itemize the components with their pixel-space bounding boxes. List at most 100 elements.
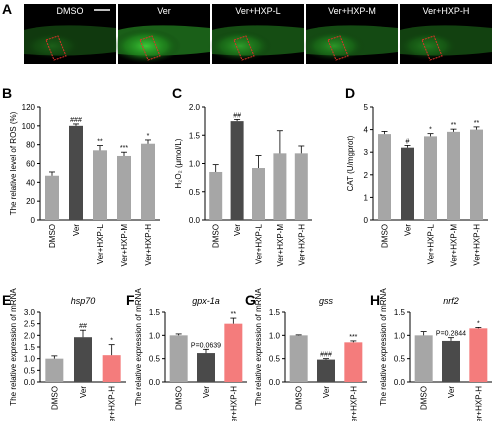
- y-tick-label: 0.5: [269, 355, 281, 364]
- y-tick-label: 1.5: [394, 308, 406, 317]
- chart-c: C 0.0 0.5 1.0 1.5 2.0 H₂O₂ (μmol/L) DMSO ## Ver Ve…: [172, 85, 312, 266]
- y-axis-label: The relative expression of mRNA: [9, 288, 18, 406]
- bar: [45, 175, 59, 220]
- x-tick-label: Ver: [447, 386, 456, 398]
- panel-a-images: A DMSO Ver Ver+HXP-L Ver+HXP-M Ver+HXP-H: [2, 1, 492, 64]
- x-tick-label: Ver+HXP-M: [120, 224, 129, 267]
- bar: [442, 340, 460, 382]
- significance-label: **: [231, 311, 237, 318]
- significance-label: P=0.2844: [436, 331, 466, 338]
- x-tick-label: Ver+HXP-L: [255, 223, 264, 264]
- y-axis-label: The relative level of ROS (%): [9, 111, 18, 215]
- x-tick-label: Ver: [202, 386, 211, 398]
- y-tick-label: 40: [26, 178, 35, 187]
- bar: [273, 153, 287, 220]
- y-tick-label: 20: [26, 197, 35, 206]
- bar: [447, 131, 460, 220]
- fluorescence-glow: [398, 31, 458, 61]
- y-axis-label: H₂O₂ (μmol/L): [174, 138, 183, 188]
- x-tick-label: DMSO: [175, 386, 184, 410]
- y-tick-label: 5: [364, 103, 369, 112]
- bar: [470, 129, 483, 220]
- x-tick-label: Ver+HXP-L: [96, 223, 105, 264]
- x-tick-label: DMSO: [381, 224, 390, 248]
- roi-outline: [45, 35, 67, 61]
- bar: [252, 168, 265, 220]
- x-tick-label: DMSO: [420, 386, 429, 410]
- y-tick-label: 3.0: [24, 308, 36, 317]
- x-tick-label: Ver: [322, 386, 331, 398]
- y-tick-label: 0.5: [149, 355, 161, 364]
- y-tick-label: 2.5: [24, 320, 36, 329]
- chart-title: gpx-1a: [192, 296, 220, 306]
- y-tick-label: 1.0: [269, 331, 281, 340]
- y-tick-label: 1.0: [149, 331, 161, 340]
- x-tick-label: Ver+HXP-L: [427, 223, 436, 264]
- panel-letter: B: [2, 85, 12, 101]
- bar: [424, 136, 437, 220]
- y-tick-label: 4: [364, 126, 369, 135]
- x-tick-label: Ver: [72, 224, 81, 236]
- bar: [230, 121, 244, 220]
- bar: [117, 155, 131, 220]
- x-tick-label: Ver+HXP-H: [474, 386, 483, 421]
- x-tick-label: DMSO: [48, 224, 57, 248]
- image-label: DMSO: [57, 6, 84, 16]
- y-tick-label: 0.5: [394, 355, 406, 364]
- significance-label: **: [451, 122, 457, 129]
- x-tick-label: DMSO: [212, 224, 221, 248]
- significance-label: ###: [70, 117, 82, 124]
- chart-title: hsp70: [71, 296, 96, 306]
- panel-letter: G: [245, 292, 256, 308]
- fluorescence-image: DMSO: [23, 4, 116, 64]
- y-tick-label: 2.0: [24, 331, 36, 340]
- fluorescence-glow: [302, 30, 366, 62]
- significance-label: *: [429, 127, 432, 134]
- significance-label: ###: [320, 352, 332, 359]
- panel-letter: H: [370, 292, 380, 308]
- fluorescence-glow: [23, 32, 81, 60]
- x-tick-label: Ver+HXP-M: [450, 224, 459, 267]
- roi-outline: [233, 35, 255, 61]
- significance-label: *: [110, 338, 113, 345]
- x-tick-label: DMSO: [50, 386, 59, 410]
- fluorescence-image: Ver+HXP-M: [302, 4, 398, 64]
- image-label: Ver+HXP-H: [423, 6, 470, 16]
- y-tick-label: 0.5: [24, 366, 36, 375]
- x-tick-label: Ver+HXP-H: [297, 224, 306, 266]
- y-tick-label: 0.5: [189, 188, 201, 197]
- significance-label: ##: [233, 112, 241, 119]
- bar: [469, 328, 488, 382]
- y-tick-label: 0.0: [269, 378, 281, 387]
- fluorescence-image: Ver: [111, 4, 210, 64]
- significance-label: P=0.0639: [191, 342, 221, 349]
- y-tick-label: 1.5: [269, 308, 281, 317]
- chart-title: nrf2: [443, 296, 459, 306]
- y-axis-label: The relative expression of mRNA: [254, 288, 263, 406]
- panel-letter: C: [172, 85, 182, 101]
- chart-b: B 0 20 40 60 80 100 120 The relative level of RO…: [2, 85, 160, 266]
- y-axis-label: The relative expression of mRNA: [379, 288, 388, 406]
- bar: [197, 353, 215, 382]
- y-tick-label: 0.0: [394, 378, 406, 387]
- y-tick-label: 1.5: [24, 343, 36, 352]
- fluorescence-image: Ver+HXP-H: [398, 4, 492, 64]
- x-tick-label: Ver+HXP-H: [144, 224, 153, 266]
- x-tick-label: DMSO: [295, 386, 304, 410]
- y-tick-label: 2: [364, 171, 369, 180]
- y-tick-label: 0: [31, 216, 36, 225]
- y-tick-label: 80: [26, 141, 35, 150]
- significance-label: ***: [349, 334, 357, 341]
- x-tick-label: Ver+HXP-H: [473, 224, 482, 266]
- bar: [414, 335, 433, 382]
- y-axis-label: The relative expression of mRNA: [134, 288, 143, 406]
- y-tick-label: 0.0: [24, 378, 36, 387]
- panel-letter: E: [2, 292, 11, 308]
- roi-outline: [139, 35, 161, 61]
- y-tick-label: 1.0: [394, 331, 406, 340]
- bar: [69, 125, 83, 220]
- x-tick-label: Ver: [233, 224, 242, 236]
